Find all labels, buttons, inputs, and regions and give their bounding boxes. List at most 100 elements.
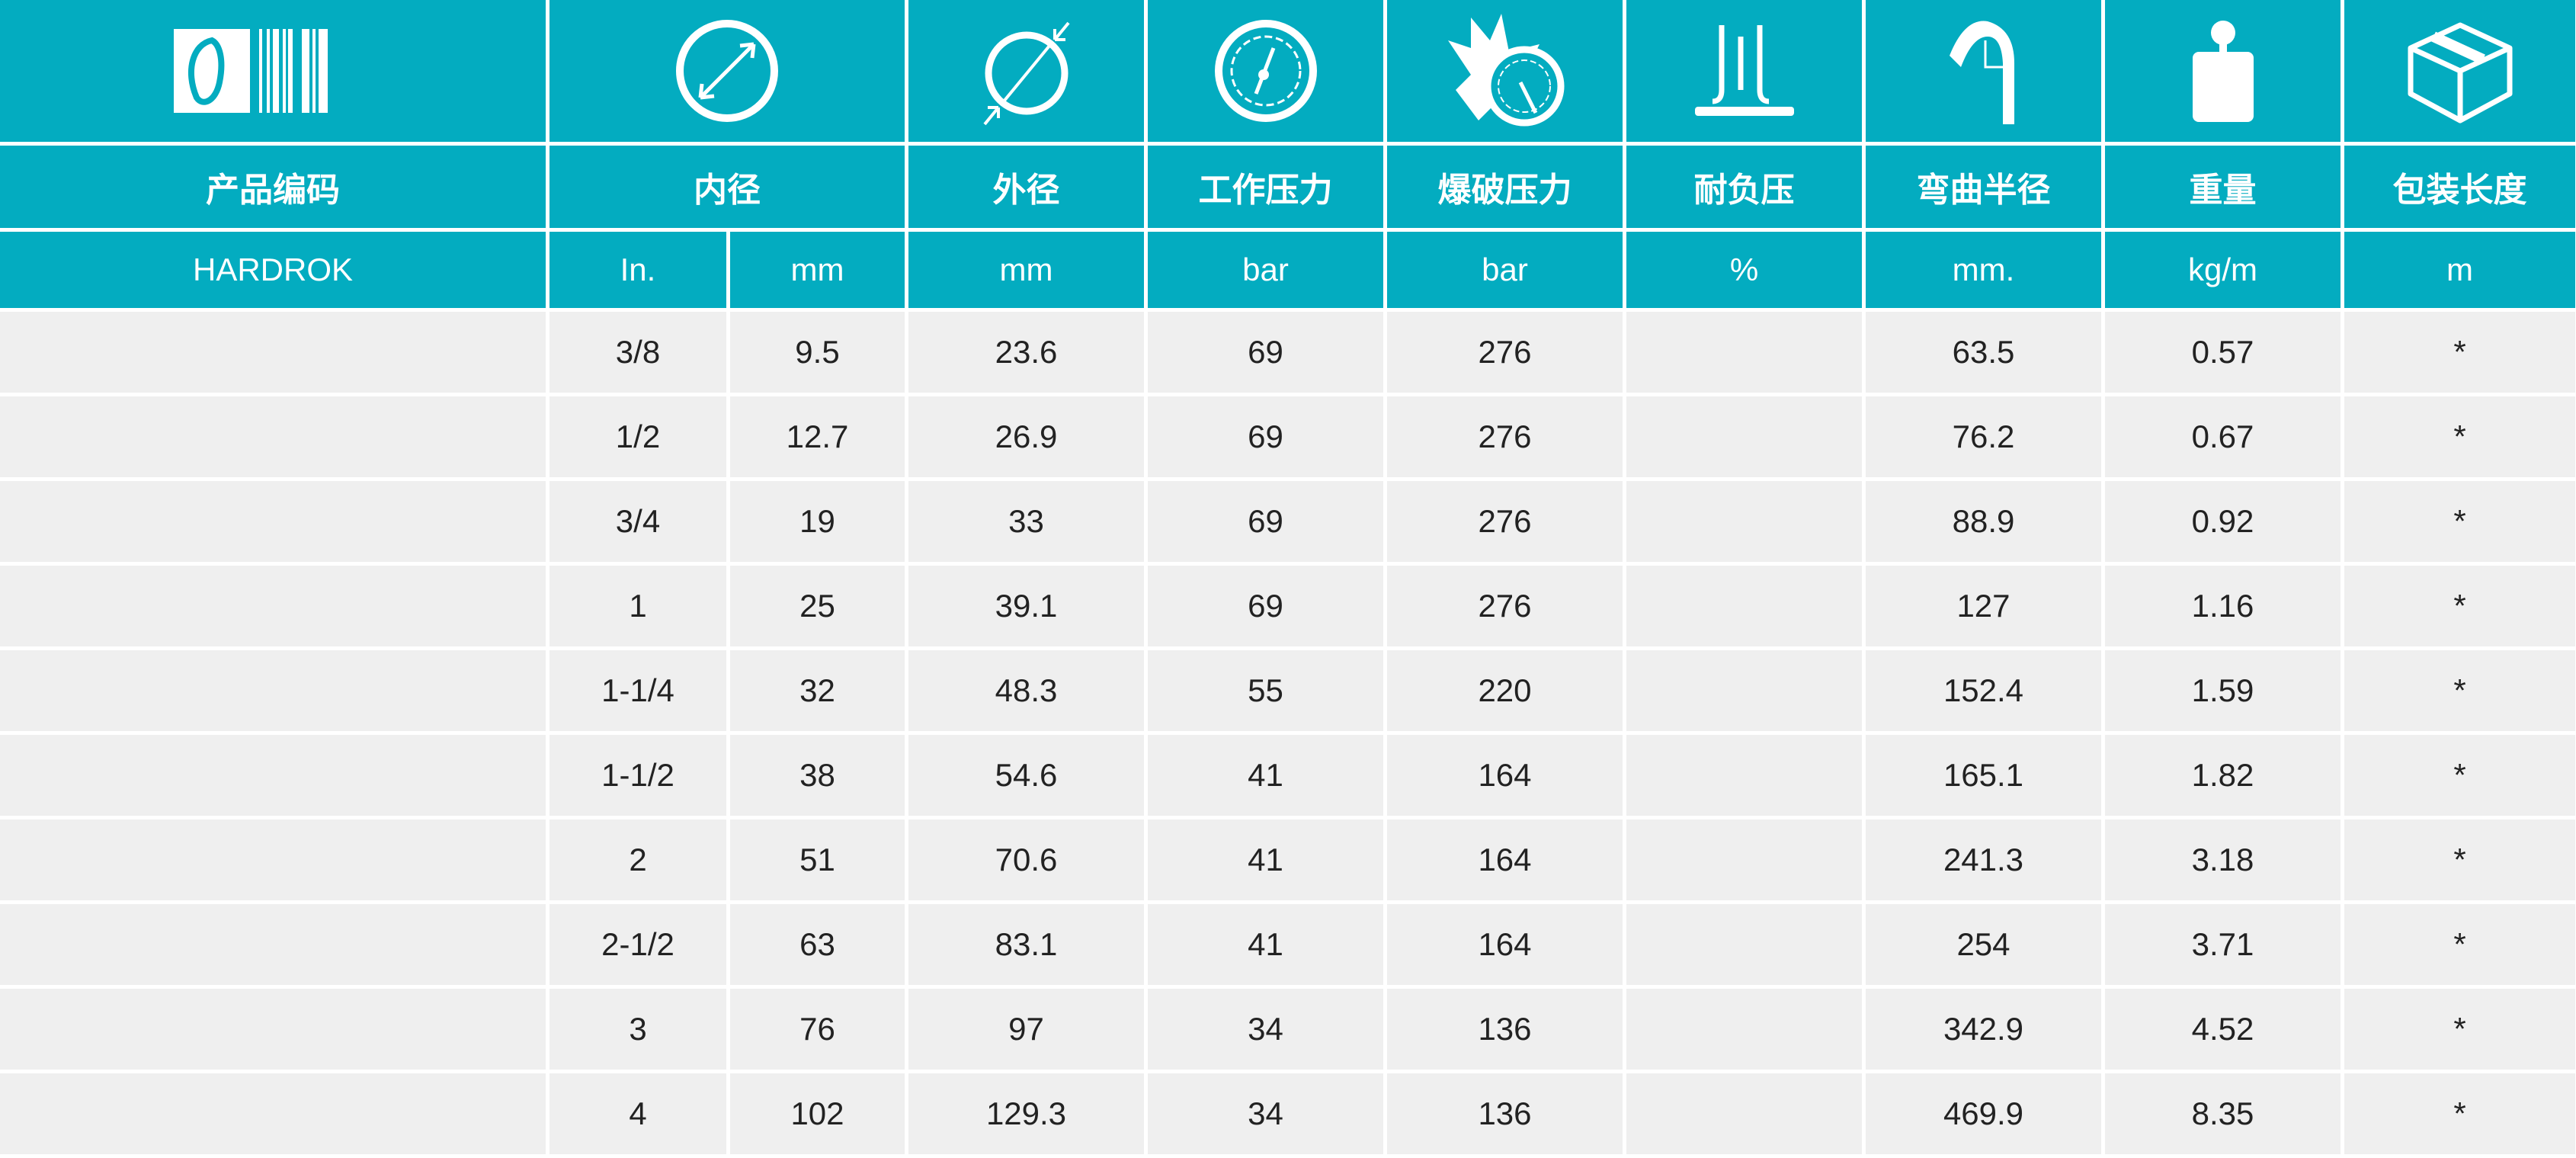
package-icon-cell [2344,0,2575,142]
cell-vac [1626,1073,1862,1154]
cell-vac [1626,989,1862,1070]
unit-bend: mm. [1866,232,2101,308]
cell-bend: 254 [1866,904,2101,985]
cell-in: 3 [549,989,726,1070]
cell-wp: 69 [1148,396,1383,477]
cell-in: 1 [549,566,726,646]
vacuum-icon [1694,25,1794,116]
cell-wp: 69 [1148,566,1383,646]
cell-code [0,481,546,562]
package-box-icon [2408,22,2512,123]
cell-bp: 276 [1387,566,1623,646]
cell-wp: 55 [1148,650,1383,731]
cell-od: 33 [908,481,1144,562]
cell-in: 3/4 [549,481,726,562]
cell-od: 48.3 [908,650,1144,731]
header-bend-radius: 弯曲半径 [1866,146,2101,228]
cell-mm: 63 [730,904,905,985]
working-pressure-icon-cell [1148,0,1383,142]
cell-od: 97 [908,989,1144,1070]
header-weight: 重量 [2105,146,2341,228]
cell-mm: 38 [730,735,905,816]
vacuum-icon-cell [1626,0,1862,142]
cell-vac [1626,650,1862,731]
working-pressure-gauge-icon [1214,20,1317,122]
cell-mm: 32 [730,650,905,731]
cell-in: 4 [549,1073,726,1154]
cell-vac [1626,396,1862,477]
cell-od: 129.3 [908,1073,1144,1154]
cell-in: 2-1/2 [549,904,726,985]
unit-inner-in: In. [549,232,726,308]
cell-wt: 0.57 [2105,312,2341,393]
cell-len: * [2344,396,2575,477]
header-working-pressure: 工作压力 [1148,146,1383,228]
burst-pressure-icon-cell [1387,0,1623,142]
cell-vac [1626,481,1862,562]
cell-wt: 1.59 [2105,650,2341,731]
cell-bp: 136 [1387,1073,1623,1154]
cell-mm: 51 [730,820,905,900]
cell-od: 26.9 [908,396,1144,477]
cell-bend: 165.1 [1866,735,2101,816]
logo-barcode-icon [174,29,328,113]
cell-bend: 127 [1866,566,2101,646]
cell-code [0,312,546,393]
bend-radius-icon [1949,21,2014,124]
cell-len: * [2344,989,2575,1070]
cell-bp: 164 [1387,820,1623,900]
cell-vac [1626,735,1862,816]
cell-mm: 76 [730,989,905,1070]
cell-bend: 88.9 [1866,481,2101,562]
cell-wt: 1.16 [2105,566,2341,646]
cell-len: * [2344,312,2575,393]
cell-wt: 4.52 [2105,989,2341,1070]
weight-icon [2192,21,2254,122]
cell-vac [1626,312,1862,393]
logo-cell [0,0,546,142]
header-outer-diameter: 外径 [908,146,1144,228]
cell-mm: 25 [730,566,905,646]
cell-bp: 164 [1387,735,1623,816]
cell-code [0,566,546,646]
cell-wp: 69 [1148,312,1383,393]
cell-len: * [2344,820,2575,900]
cell-wt: 8.35 [2105,1073,2341,1154]
header-length: 包装长度 [2344,146,2575,228]
header-vacuum: 耐负压 [1626,146,1862,228]
cell-code [0,904,546,985]
cell-bend: 241.3 [1866,820,2101,900]
cell-vac [1626,904,1862,985]
cell-bend: 342.9 [1866,989,2101,1070]
header-product-code: 产品编码 [0,146,546,228]
cell-code [0,650,546,731]
cell-code [0,396,546,477]
inner-diameter-icon-cell [549,0,905,142]
cell-len: * [2344,481,2575,562]
cell-mm: 9.5 [730,312,905,393]
cell-vac [1626,566,1862,646]
cell-in: 3/8 [549,312,726,393]
header-burst-pressure: 爆破压力 [1387,146,1623,228]
cell-wp: 41 [1148,820,1383,900]
cell-wp: 41 [1148,735,1383,816]
cell-code [0,989,546,1070]
cell-vac [1626,820,1862,900]
outer-diameter-icon-cell [908,0,1144,142]
unit-working: bar [1148,232,1383,308]
burst-pressure-icon [1447,14,1564,127]
cell-wp: 34 [1148,989,1383,1070]
cell-od: 39.1 [908,566,1144,646]
cell-in: 1/2 [549,396,726,477]
cell-len: * [2344,566,2575,646]
weight-icon-cell [2105,0,2341,142]
cell-len: * [2344,735,2575,816]
cell-mm: 12.7 [730,396,905,477]
cell-bp: 276 [1387,481,1623,562]
cell-od: 70.6 [908,820,1144,900]
cell-bp: 276 [1387,312,1623,393]
cell-bp: 136 [1387,989,1623,1070]
unit-product-code: HARDROK [0,232,546,308]
inner-diameter-icon [676,20,778,122]
